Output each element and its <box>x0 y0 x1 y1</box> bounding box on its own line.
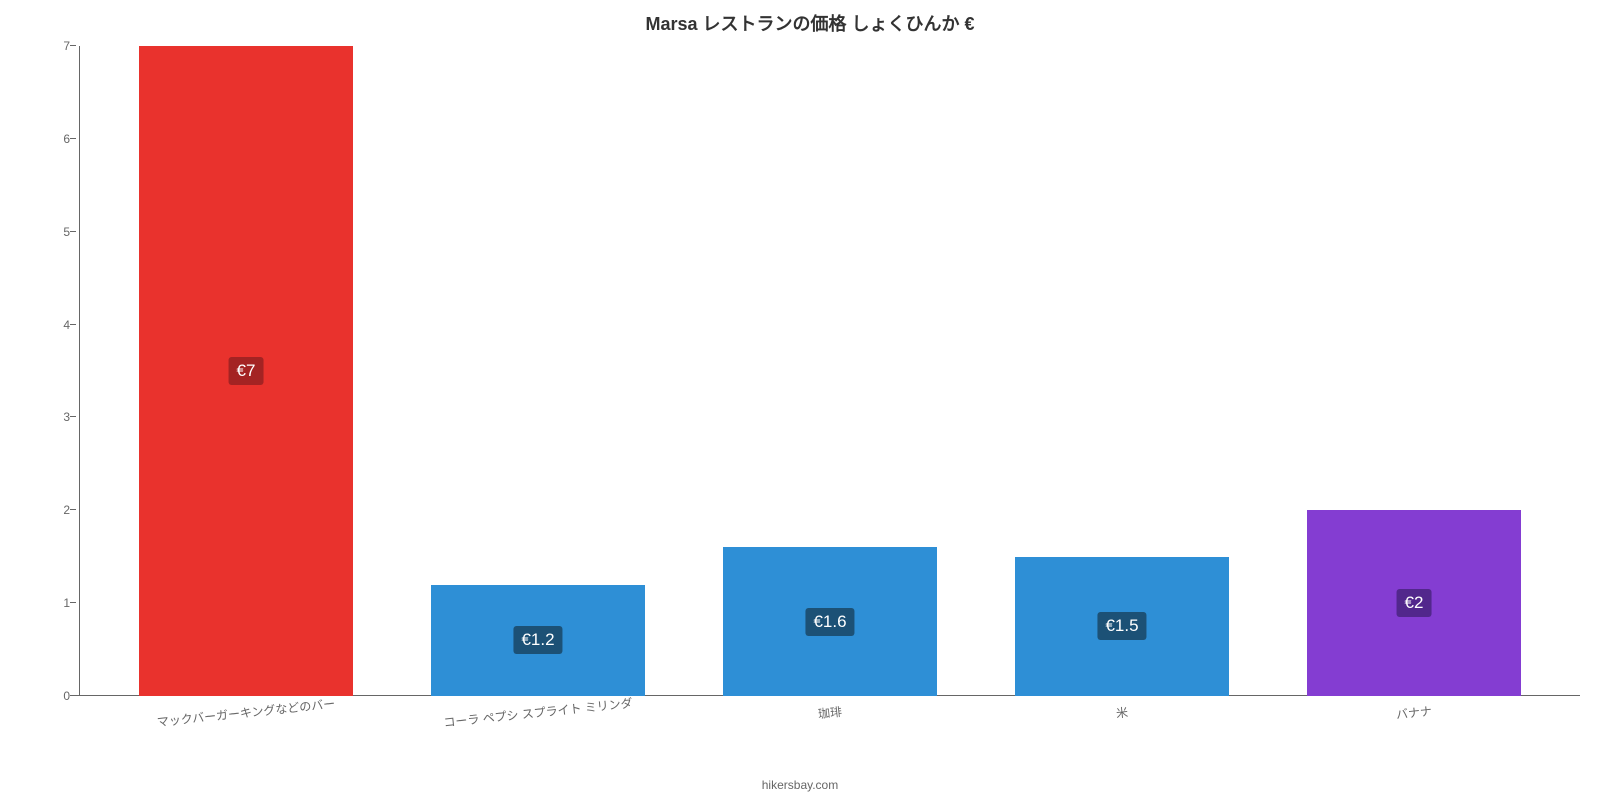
y-tick-label: 1 <box>40 596 70 610</box>
y-tick-mark <box>70 138 76 139</box>
bar: €2 <box>1307 510 1520 696</box>
y-tick-label: 3 <box>40 410 70 424</box>
bar-value-label: €7 <box>229 357 264 385</box>
bar: €7 <box>139 46 352 696</box>
y-tick-mark <box>70 509 76 510</box>
bar-value-label: €1.6 <box>805 608 854 636</box>
y-tick-label: 5 <box>40 225 70 239</box>
chart-title: Marsa レストランの価格 しょくひんか € <box>60 10 1560 36</box>
bar-value-label: €2 <box>1397 589 1432 617</box>
y-axis: 01234567 <box>70 46 80 696</box>
y-tick-label: 0 <box>40 689 70 703</box>
bar-category-label: 珈琲 <box>817 703 843 722</box>
y-tick-mark <box>70 416 76 417</box>
y-tick-label: 2 <box>40 503 70 517</box>
price-bar-chart: Marsa レストランの価格 しょくひんか € 01234567 €7マックバー… <box>0 0 1600 800</box>
bar-category-label: 米 <box>1115 703 1129 721</box>
bar-group: €1.6珈琲 <box>700 46 960 696</box>
bar-category-label: バナナ <box>1395 702 1433 723</box>
bar-category-label: コーラ ペプシ スプライト ミリンダ <box>443 694 634 731</box>
bar: €1.6 <box>723 547 936 696</box>
y-tick-mark <box>70 45 76 46</box>
bar-group: €2バナナ <box>1284 46 1544 696</box>
bar: €1.5 <box>1015 557 1228 696</box>
bar-value-label: €1.5 <box>1097 612 1146 640</box>
plot-area: 01234567 €7マックバーガーキングなどのバー€1.2コーラ ペプシ スプ… <box>80 46 1580 696</box>
y-tick-label: 4 <box>40 318 70 332</box>
y-tick-mark <box>70 231 76 232</box>
bar-group: €1.2コーラ ペプシ スプライト ミリンダ <box>408 46 668 696</box>
y-tick-label: 7 <box>40 39 70 53</box>
bar-group: €1.5米 <box>992 46 1252 696</box>
bar: €1.2 <box>431 585 644 696</box>
chart-source: hikersbay.com <box>762 778 838 792</box>
y-tick-mark <box>70 602 76 603</box>
bar-value-label: €1.2 <box>513 626 562 654</box>
y-tick-label: 6 <box>40 132 70 146</box>
bars-group: €7マックバーガーキングなどのバー€1.2コーラ ペプシ スプライト ミリンダ€… <box>80 46 1580 696</box>
bar-category-label: マックバーガーキングなどのバー <box>156 695 336 731</box>
y-tick-mark <box>70 324 76 325</box>
bar-group: €7マックバーガーキングなどのバー <box>116 46 376 696</box>
